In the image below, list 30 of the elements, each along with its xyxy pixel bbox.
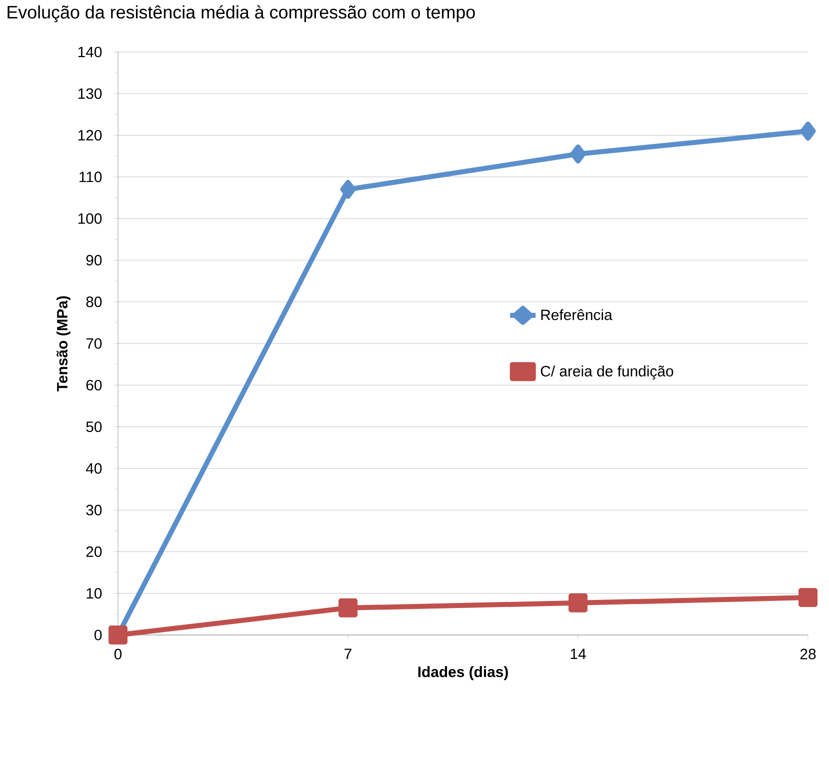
legend-label: Referência: [541, 309, 612, 320]
y-tick-label: 70: [86, 338, 102, 349]
legend-label: C/ areia de fundição: [540, 366, 674, 380]
x-axis-title: Idades (dias): [418, 666, 508, 680]
y-tick-label: 80: [86, 296, 102, 308]
x-tick-label: 14: [570, 648, 586, 660]
y-axis-title: Tensão (MPa): [56, 296, 70, 392]
y-tick-label: 130: [78, 88, 102, 99]
point: [340, 180, 356, 199]
y-tick-label: 40: [86, 463, 102, 474]
y-tick-label: 140: [78, 46, 102, 58]
point: [338, 598, 358, 618]
point: [568, 593, 588, 612]
point: [570, 144, 586, 164]
y-tick-label: 20: [86, 546, 102, 557]
y-tick-label: 50: [86, 421, 102, 432]
y-tick-label: 10: [86, 588, 102, 599]
point: [800, 122, 816, 141]
y-tick-label: 0: [94, 630, 102, 640]
x-tick-label: 0: [114, 648, 122, 660]
y-tick-label: 110: [80, 172, 102, 182]
x-tick-label: 7: [344, 648, 352, 660]
y-tick-label: 100: [78, 213, 102, 224]
y-tick-label: 120: [78, 130, 102, 141]
y-tick-label: 60: [86, 380, 102, 390]
y-tick-label: 90: [86, 254, 102, 266]
chart-title: Evolução da resistência média à compressão com o tempo: [8, 5, 475, 22]
y-tick-label: 30: [86, 504, 102, 516]
point: [798, 588, 818, 608]
x-tick-label: 28: [800, 648, 816, 660]
